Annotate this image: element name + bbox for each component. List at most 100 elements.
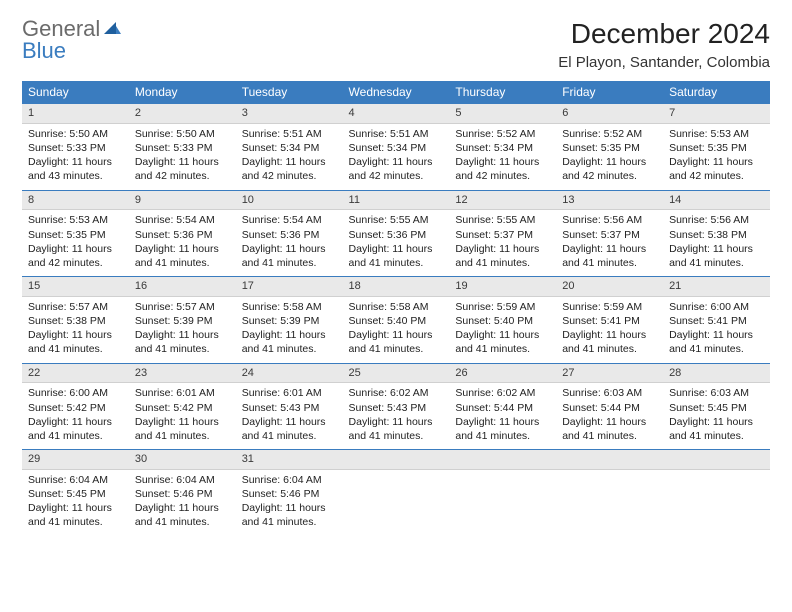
daylight-text: Daylight: 11 hours and 41 minutes. [349,242,444,270]
sunrise-text: Sunrise: 5:53 AM [28,213,123,227]
calendar-cell: 15Sunrise: 5:57 AMSunset: 5:38 PMDayligh… [22,276,129,363]
day-number: 25 [343,363,450,384]
calendar-row: 8Sunrise: 5:53 AMSunset: 5:35 PMDaylight… [22,190,770,277]
sunrise-text: Sunrise: 6:00 AM [28,386,123,400]
day-details: Sunrise: 6:00 AMSunset: 5:42 PMDaylight:… [22,383,129,449]
day-details: Sunrise: 5:52 AMSunset: 5:34 PMDaylight:… [449,124,556,190]
day-number: 11 [343,190,450,211]
day-number: 27 [556,363,663,384]
location-text: El Playon, Santander, Colombia [558,54,770,71]
weekday-header: Thursday [449,81,556,103]
title-block: December 2024 El Playon, Santander, Colo… [558,18,770,71]
day-details: Sunrise: 5:58 AMSunset: 5:39 PMDaylight:… [236,297,343,363]
day-number: 24 [236,363,343,384]
day-details: Sunrise: 6:02 AMSunset: 5:44 PMDaylight:… [449,383,556,449]
sunset-text: Sunset: 5:34 PM [242,141,337,155]
sunset-text: Sunset: 5:44 PM [562,401,657,415]
day-details: Sunrise: 6:02 AMSunset: 5:43 PMDaylight:… [343,383,450,449]
day-details: Sunrise: 5:58 AMSunset: 5:40 PMDaylight:… [343,297,450,363]
sunset-text: Sunset: 5:40 PM [455,314,550,328]
day-details: Sunrise: 5:52 AMSunset: 5:35 PMDaylight:… [556,124,663,190]
calendar-cell: 20Sunrise: 5:59 AMSunset: 5:41 PMDayligh… [556,276,663,363]
page-header: General Blue December 2024 El Playon, Sa… [22,18,770,71]
calendar-cell: 14Sunrise: 5:56 AMSunset: 5:38 PMDayligh… [663,190,770,277]
sunrise-text: Sunrise: 5:57 AM [28,300,123,314]
daylight-text: Daylight: 11 hours and 42 minutes. [562,155,657,183]
sunset-text: Sunset: 5:41 PM [562,314,657,328]
day-number: 12 [449,190,556,211]
sunrise-text: Sunrise: 6:03 AM [562,386,657,400]
sunset-text: Sunset: 5:34 PM [349,141,444,155]
month-title: December 2024 [558,18,770,50]
day-details: Sunrise: 5:54 AMSunset: 5:36 PMDaylight:… [236,210,343,276]
calendar-cell: 10Sunrise: 5:54 AMSunset: 5:36 PMDayligh… [236,190,343,277]
calendar-cell: 19Sunrise: 5:59 AMSunset: 5:40 PMDayligh… [449,276,556,363]
day-details: Sunrise: 5:57 AMSunset: 5:38 PMDaylight:… [22,297,129,363]
daylight-text: Daylight: 11 hours and 42 minutes. [135,155,230,183]
calendar-cell-empty [449,449,556,536]
daylight-text: Daylight: 11 hours and 41 minutes. [135,328,230,356]
logo-sail-icon [102,18,122,40]
sunrise-text: Sunrise: 5:57 AM [135,300,230,314]
sunrise-text: Sunrise: 5:58 AM [349,300,444,314]
sunrise-text: Sunrise: 5:59 AM [455,300,550,314]
calendar-cell: 22Sunrise: 6:00 AMSunset: 5:42 PMDayligh… [22,363,129,450]
calendar-cell: 24Sunrise: 6:01 AMSunset: 5:43 PMDayligh… [236,363,343,450]
daylight-text: Daylight: 11 hours and 41 minutes. [242,328,337,356]
sunset-text: Sunset: 5:44 PM [455,401,550,415]
day-number: 1 [22,103,129,124]
calendar-cell: 2Sunrise: 5:50 AMSunset: 5:33 PMDaylight… [129,103,236,190]
sunrise-text: Sunrise: 5:56 AM [669,213,764,227]
sunset-text: Sunset: 5:35 PM [562,141,657,155]
daylight-text: Daylight: 11 hours and 41 minutes. [28,501,123,529]
daylight-text: Daylight: 11 hours and 42 minutes. [28,242,123,270]
calendar-row: 29Sunrise: 6:04 AMSunset: 5:45 PMDayligh… [22,449,770,536]
day-number: 9 [129,190,236,211]
day-number: 4 [343,103,450,124]
calendar-cell: 16Sunrise: 5:57 AMSunset: 5:39 PMDayligh… [129,276,236,363]
sunrise-text: Sunrise: 6:04 AM [135,473,230,487]
sunrise-text: Sunrise: 5:51 AM [242,127,337,141]
calendar-cell: 1Sunrise: 5:50 AMSunset: 5:33 PMDaylight… [22,103,129,190]
sunrise-text: Sunrise: 6:01 AM [135,386,230,400]
weekday-header: Monday [129,81,236,103]
daylight-text: Daylight: 11 hours and 41 minutes. [242,242,337,270]
sunset-text: Sunset: 5:35 PM [669,141,764,155]
calendar-cell: 4Sunrise: 5:51 AMSunset: 5:34 PMDaylight… [343,103,450,190]
daylight-text: Daylight: 11 hours and 41 minutes. [349,328,444,356]
logo-word-blue: Blue [22,38,66,63]
daylight-text: Daylight: 11 hours and 42 minutes. [455,155,550,183]
calendar-cell: 23Sunrise: 6:01 AMSunset: 5:42 PMDayligh… [129,363,236,450]
sunrise-text: Sunrise: 5:55 AM [349,213,444,227]
daylight-text: Daylight: 11 hours and 41 minutes. [669,415,764,443]
daylight-text: Daylight: 11 hours and 42 minutes. [669,155,764,183]
day-details: Sunrise: 5:50 AMSunset: 5:33 PMDaylight:… [129,124,236,190]
day-number: 8 [22,190,129,211]
sunrise-text: Sunrise: 6:04 AM [242,473,337,487]
day-details: Sunrise: 5:56 AMSunset: 5:38 PMDaylight:… [663,210,770,276]
day-number: 29 [22,449,129,470]
calendar-cell: 26Sunrise: 6:02 AMSunset: 5:44 PMDayligh… [449,363,556,450]
sunrise-text: Sunrise: 5:52 AM [562,127,657,141]
calendar-cell: 6Sunrise: 5:52 AMSunset: 5:35 PMDaylight… [556,103,663,190]
calendar-table: Sunday Monday Tuesday Wednesday Thursday… [22,81,770,536]
calendar-cell: 21Sunrise: 6:00 AMSunset: 5:41 PMDayligh… [663,276,770,363]
day-details: Sunrise: 5:51 AMSunset: 5:34 PMDaylight:… [343,124,450,190]
sunrise-text: Sunrise: 5:59 AM [562,300,657,314]
calendar-cell: 30Sunrise: 6:04 AMSunset: 5:46 PMDayligh… [129,449,236,536]
sunset-text: Sunset: 5:38 PM [28,314,123,328]
day-number: 17 [236,276,343,297]
calendar-cell-empty [343,449,450,536]
sunset-text: Sunset: 5:40 PM [349,314,444,328]
daylight-text: Daylight: 11 hours and 41 minutes. [669,242,764,270]
daylight-text: Daylight: 11 hours and 41 minutes. [28,415,123,443]
calendar-cell: 13Sunrise: 5:56 AMSunset: 5:37 PMDayligh… [556,190,663,277]
calendar-cell: 31Sunrise: 6:04 AMSunset: 5:46 PMDayligh… [236,449,343,536]
sunset-text: Sunset: 5:36 PM [135,228,230,242]
sunset-text: Sunset: 5:33 PM [135,141,230,155]
calendar-cell: 11Sunrise: 5:55 AMSunset: 5:36 PMDayligh… [343,190,450,277]
day-number: 3 [236,103,343,124]
sunset-text: Sunset: 5:36 PM [242,228,337,242]
day-details: Sunrise: 5:54 AMSunset: 5:36 PMDaylight:… [129,210,236,276]
weekday-header: Friday [556,81,663,103]
